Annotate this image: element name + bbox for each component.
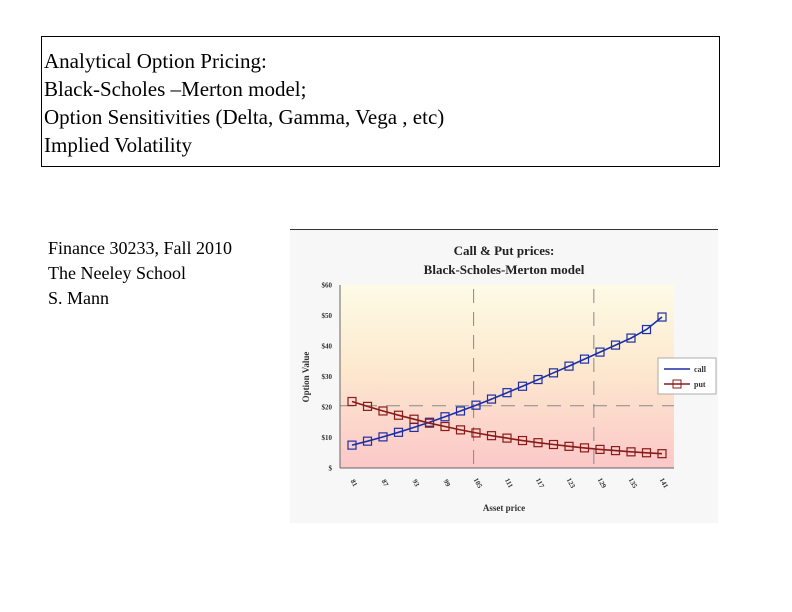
x-axis-label: Asset price	[483, 503, 525, 513]
title-box: Analytical Option Pricing: Black-Scholes…	[41, 36, 720, 167]
put-point	[440, 421, 450, 432]
call-point	[579, 354, 590, 364]
call-point	[626, 333, 636, 343]
put-point	[533, 438, 543, 448]
legend-box	[657, 357, 717, 395]
put-point	[610, 446, 621, 456]
call-point	[347, 440, 357, 450]
title-line-3: Option Sensitivities (Delta, Gamma, Vega…	[44, 105, 445, 129]
chart-title-line-2: Black-Scholes-Merton model	[424, 262, 585, 277]
call-line	[351, 316, 663, 446]
axes	[339, 285, 674, 469]
put-point	[579, 443, 590, 453]
legend: call put	[657, 357, 717, 395]
call-point	[362, 436, 373, 446]
put-point	[455, 425, 466, 435]
put-point	[409, 414, 419, 424]
call-point	[378, 432, 388, 442]
x-tick-label: 81	[349, 478, 360, 488]
x-tick-label: 93	[411, 478, 422, 488]
put-point	[486, 431, 497, 441]
y-tick-label: $10	[322, 434, 333, 442]
put-point	[626, 447, 636, 457]
chart-svg: Call & Put prices: Black-Scholes-Merton …	[290, 229, 718, 523]
option-price-chart: Call & Put prices: Black-Scholes-Merton …	[290, 229, 718, 523]
call-point	[517, 381, 528, 391]
call-point	[455, 406, 466, 416]
legend-label-put: put	[694, 380, 706, 389]
put-point	[393, 410, 404, 420]
put-point	[641, 448, 652, 458]
put-point	[517, 435, 528, 446]
put-point	[502, 433, 512, 443]
put-point	[378, 406, 388, 416]
call-point	[533, 374, 543, 385]
call-point	[471, 400, 481, 410]
course-name: Finance 30233, Fall 2010	[48, 238, 232, 258]
title-line-2: Black-Scholes –Merton model;	[44, 77, 307, 101]
x-tick-label: 87	[380, 478, 391, 488]
call-point	[393, 427, 404, 437]
call-point	[440, 412, 450, 422]
call-point	[595, 347, 605, 357]
call-point	[657, 312, 667, 322]
x-tick-label: 99	[442, 478, 453, 488]
put-point	[424, 418, 435, 428]
plot-area	[340, 285, 674, 468]
x-tick-label: 111	[503, 477, 515, 490]
grid-lines	[340, 289, 674, 468]
legend-label-call: call	[694, 365, 707, 374]
call-point	[486, 394, 497, 404]
school-name: The Neeley School	[48, 263, 186, 283]
call-point	[564, 361, 574, 371]
call-point	[641, 324, 652, 335]
put-point	[564, 441, 574, 451]
y-tick-label: $20	[322, 404, 333, 412]
put-point	[595, 444, 605, 454]
y-tick-labels: $60 $50 $40 $30 $20 $10 $	[322, 282, 333, 473]
call-point	[548, 368, 559, 378]
title-line-1: Analytical Option Pricing:	[44, 49, 267, 73]
series-layer	[347, 312, 667, 459]
course-credits: Finance 30233, Fall 2010 The Neeley Scho…	[48, 236, 232, 311]
put-line	[351, 400, 663, 455]
y-tick-label: $40	[322, 343, 333, 351]
series-put	[347, 396, 667, 459]
series-call	[347, 312, 667, 450]
y-axis-label: Option Value	[301, 352, 311, 403]
call-point	[610, 340, 621, 350]
call-point	[502, 388, 512, 398]
y-tick-label: $30	[322, 373, 333, 381]
title-line-4: Implied Volatility	[44, 133, 192, 157]
put-point	[347, 396, 357, 407]
chart-title-line-1: Call & Put prices:	[454, 243, 555, 258]
put-point	[362, 401, 373, 411]
y-tick-label: $60	[322, 282, 333, 290]
put-point	[657, 449, 667, 459]
put-point	[471, 428, 481, 438]
legend-marker-put	[672, 379, 682, 389]
y-tick-label: $50	[322, 312, 333, 320]
put-point	[548, 439, 559, 450]
author-name: S. Mann	[48, 288, 110, 308]
y-tick-label: $	[329, 465, 333, 473]
